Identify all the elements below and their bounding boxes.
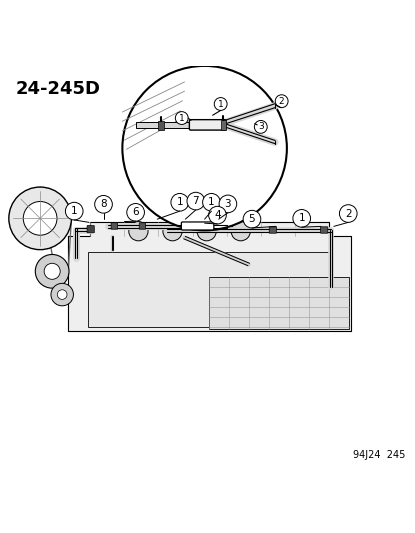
Bar bbox=[137, 123, 207, 128]
Circle shape bbox=[44, 263, 60, 279]
Circle shape bbox=[243, 211, 261, 228]
Circle shape bbox=[203, 193, 220, 211]
Text: 5: 5 bbox=[249, 214, 255, 224]
Text: 1: 1 bbox=[208, 197, 215, 207]
Circle shape bbox=[122, 66, 287, 230]
Circle shape bbox=[209, 206, 226, 224]
Circle shape bbox=[9, 187, 71, 249]
Circle shape bbox=[197, 222, 216, 241]
Circle shape bbox=[51, 284, 73, 306]
Circle shape bbox=[127, 204, 144, 221]
Circle shape bbox=[339, 205, 357, 222]
FancyBboxPatch shape bbox=[111, 223, 117, 229]
Bar bbox=[221, 119, 226, 130]
Text: 1: 1 bbox=[71, 206, 78, 216]
Circle shape bbox=[187, 192, 205, 210]
Circle shape bbox=[57, 290, 67, 300]
FancyBboxPatch shape bbox=[139, 223, 146, 229]
Bar bbox=[88, 253, 331, 327]
FancyBboxPatch shape bbox=[320, 227, 328, 233]
Circle shape bbox=[129, 222, 148, 241]
Text: 1: 1 bbox=[176, 197, 183, 207]
Text: 6: 6 bbox=[132, 207, 139, 217]
Circle shape bbox=[35, 254, 69, 288]
Text: 2: 2 bbox=[279, 96, 284, 106]
Bar bbox=[159, 121, 164, 130]
Text: 8: 8 bbox=[100, 199, 107, 209]
Text: 1: 1 bbox=[298, 213, 305, 223]
FancyBboxPatch shape bbox=[269, 227, 276, 233]
Text: 1: 1 bbox=[179, 114, 185, 123]
Circle shape bbox=[23, 201, 57, 235]
Text: 4: 4 bbox=[214, 210, 221, 220]
Circle shape bbox=[231, 222, 250, 241]
Circle shape bbox=[275, 95, 288, 108]
Text: 3: 3 bbox=[258, 123, 264, 131]
Text: 7: 7 bbox=[193, 196, 199, 206]
Text: 1: 1 bbox=[218, 100, 224, 109]
FancyBboxPatch shape bbox=[205, 223, 212, 229]
FancyBboxPatch shape bbox=[189, 119, 226, 130]
FancyBboxPatch shape bbox=[181, 222, 214, 230]
Text: 2: 2 bbox=[345, 208, 352, 219]
Circle shape bbox=[219, 195, 237, 213]
Text: 94J24  245: 94J24 245 bbox=[353, 450, 405, 460]
Circle shape bbox=[214, 98, 227, 110]
Circle shape bbox=[95, 196, 112, 213]
FancyBboxPatch shape bbox=[181, 223, 188, 229]
FancyBboxPatch shape bbox=[87, 225, 94, 233]
Circle shape bbox=[163, 222, 182, 241]
Circle shape bbox=[254, 120, 267, 133]
Circle shape bbox=[66, 203, 83, 220]
Bar bbox=[209, 277, 349, 329]
Text: 3: 3 bbox=[225, 199, 231, 209]
Circle shape bbox=[175, 111, 188, 125]
Circle shape bbox=[171, 193, 188, 211]
Polygon shape bbox=[68, 222, 351, 330]
Circle shape bbox=[293, 209, 310, 227]
Text: 24-245D: 24-245D bbox=[16, 80, 101, 98]
